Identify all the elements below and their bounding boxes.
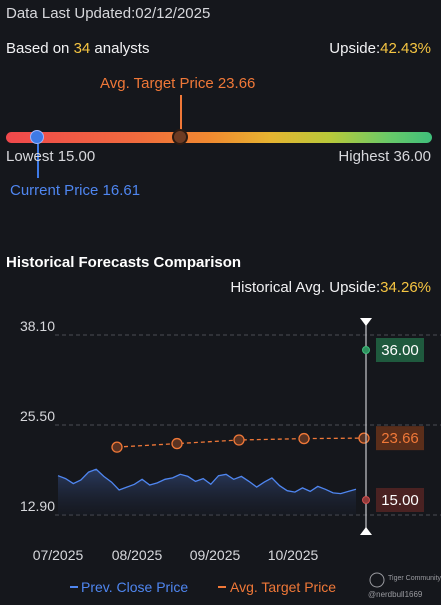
historical-forecasts-chart[interactable]: 38.10 25.50 12.90 07/2025 08/2025 09/2025 10/… (0, 310, 441, 605)
low-marker (362, 496, 370, 504)
historical-upside-label: Historical Avg. Upside: (230, 279, 381, 296)
based-on-prefix: Based on (6, 40, 74, 57)
section-title: Historical Forecasts Comparison (6, 254, 242, 271)
upside-label: Upside: (329, 40, 381, 57)
avg-target-label: Avg. Target Price 23.66 (100, 75, 256, 92)
highest-label: Highest 36.00 (338, 148, 431, 165)
avg-target-point (111, 441, 123, 453)
low-target-badge (376, 488, 424, 512)
avg-target-point (358, 432, 370, 444)
crosshair-bottom-handle[interactable] (360, 527, 372, 535)
x-tick-label: 09/2025 (190, 547, 241, 563)
legend-avg-label[interactable]: Avg. Target Price (230, 579, 336, 595)
avg-target-badge (376, 426, 424, 451)
x-tick-label: 08/2025 (112, 547, 163, 563)
avg-target-point (171, 437, 183, 450)
last-updated-label: Data Last Updated: (6, 5, 136, 22)
upside-text: Upside:42.43% (329, 40, 431, 57)
x-tick-label: 07/2025 (33, 547, 84, 563)
avg-target-badge-text: 23.66 (381, 430, 419, 447)
y-tick-label: 38.10 (20, 318, 55, 334)
high-target-badge (376, 338, 424, 362)
price-range-bar (6, 132, 432, 143)
avg-target-pointer (180, 95, 182, 133)
y-tick-label: 12.90 (20, 498, 55, 514)
y-tick-label: 25.50 (20, 408, 55, 424)
low-target-badge-text: 15.00 (381, 492, 419, 509)
crosshair-top-handle[interactable] (360, 318, 372, 326)
legend-close-label[interactable]: Prev. Close Price (81, 579, 188, 595)
analyst-count: 34 (73, 40, 91, 57)
high-target-badge-text: 36.00 (381, 342, 419, 359)
high-marker (362, 346, 370, 354)
lowest-label: Lowest 15.00 (6, 148, 96, 165)
last-updated-value: 02/12/2025 (135, 5, 211, 22)
close-price-area (58, 469, 356, 515)
last-updated-text: Data Last Updated:02/12/2025 (6, 5, 210, 22)
historical-upside-value: 34.26% (380, 279, 431, 296)
current-price-pointer (37, 144, 39, 178)
based-on-suffix: analysts (90, 40, 150, 57)
historical-upside-text: Historical Avg. Upside:34.26% (230, 279, 431, 296)
x-tick-label: 10/2025 (268, 547, 319, 563)
watermark-title: Tiger Community (388, 575, 441, 582)
current-price-label: Current Price 16.61 (10, 182, 141, 199)
analyst-count-text: Based on 34 analysts (6, 40, 149, 57)
watermark-handle: @nerdbull1669 (368, 590, 423, 599)
avg-target-marker[interactable] (172, 129, 188, 145)
tiger-community-logo-icon (369, 572, 385, 588)
current-price-marker[interactable] (30, 130, 44, 144)
close-price-line (57, 468, 357, 495)
avg-target-point (298, 432, 310, 445)
upside-value: 42.43% (380, 40, 431, 57)
avg-target-point (233, 434, 245, 446)
